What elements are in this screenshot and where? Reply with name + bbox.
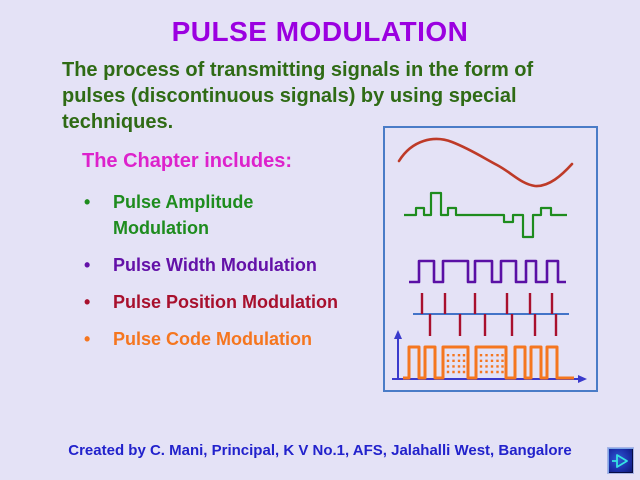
credit-line: Created by C. Mani, Principal, K V No.1,…: [68, 442, 572, 459]
pam-waveform: [404, 191, 567, 239]
pwm-waveform: [409, 259, 566, 284]
bullet-item-pam: • Pulse Amplitude Modulation: [84, 189, 384, 241]
bullet-dot: •: [84, 329, 91, 349]
pcm-waveform: [403, 345, 574, 380]
message-sine-wave: [397, 137, 574, 188]
chapter-heading: The Chapter includes:: [82, 150, 293, 172]
waveform-diagram: [383, 126, 598, 392]
waveform-svg: [392, 137, 587, 383]
bullet-label-pam: Pulse Amplitude Modulation: [113, 192, 254, 238]
pcm-axis-up-arrowhead: [394, 330, 402, 339]
bullet-label-ppm: Pulse Position Modulation: [113, 292, 338, 312]
intro-text: The process of transmitting signals in t…: [62, 59, 534, 133]
bullet-dot: •: [84, 292, 91, 312]
chapter-bullet-list: • Pulse Amplitude Modulation • Pulse Wid…: [84, 189, 384, 363]
bullet-item-pcm: • Pulse Code Modulation: [84, 326, 384, 352]
next-slide-button[interactable]: [607, 447, 634, 474]
bullet-label-pcm: Pulse Code Modulation: [113, 329, 313, 349]
pcm-code-dots: [446, 354, 504, 376]
bullet-label-pwm: Pulse Width Modulation: [113, 255, 317, 275]
slide-title: PULSE MODULATION: [171, 16, 469, 47]
ppm-waveform: [420, 293, 558, 336]
forward-arrow-icon: [612, 453, 628, 468]
bullet-item-ppm: • Pulse Position Modulation: [84, 289, 384, 315]
bullet-dot: •: [84, 255, 91, 275]
bullet-item-pwm: • Pulse Width Modulation: [84, 252, 384, 278]
pcm-axis-right-arrowhead: [578, 375, 587, 383]
bullet-dot: •: [84, 192, 91, 212]
